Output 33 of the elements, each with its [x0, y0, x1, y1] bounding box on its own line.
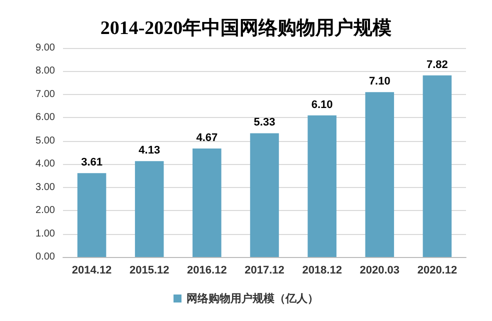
x-tick-label: 2020.12 — [417, 264, 458, 276]
x-tick-label: 2018.12 — [302, 264, 342, 276]
bar — [192, 148, 222, 257]
y-tick-label: 1.00 — [36, 228, 56, 240]
y-tick-label: 5.00 — [36, 135, 56, 146]
x-tick-label: 2015.12 — [129, 264, 170, 276]
y-tick-label: 7.00 — [36, 88, 56, 100]
y-tick-label: 4.00 — [36, 158, 56, 170]
y-tick-label: 9.00 — [36, 42, 56, 54]
y-tick-label: 0.00 — [36, 252, 56, 262]
x-tick-label: 2016.12 — [187, 264, 227, 276]
text: 5.33 — [254, 116, 276, 129]
text: 6.10 — [311, 98, 333, 111]
bar — [365, 92, 394, 257]
text: 3.61 — [81, 156, 102, 169]
text: 4.13 — [138, 144, 160, 157]
y-tick-label: 3.00 — [36, 182, 56, 193]
text: 4.67 — [196, 132, 218, 144]
bar — [250, 133, 279, 257]
chart-title: 2014-2020年中国网络购物用户规模 — [100, 17, 392, 39]
bar — [422, 75, 452, 257]
x-tick-label: 2014.12 — [72, 264, 112, 276]
bar — [308, 115, 336, 257]
bar — [134, 161, 164, 257]
y-tick-label: 8.00 — [36, 66, 56, 77]
legend-label: 网络购物用户规模（亿人） — [186, 292, 318, 305]
text: 7.82 — [426, 58, 448, 71]
x-tick-label: 2017.12 — [244, 264, 284, 276]
y-tick-label: 6.00 — [36, 112, 56, 124]
y-tick-label: 2.00 — [36, 205, 56, 216]
text: 7.10 — [368, 76, 390, 88]
x-tick-label: 2020.03 — [360, 264, 400, 276]
bar — [77, 173, 106, 257]
